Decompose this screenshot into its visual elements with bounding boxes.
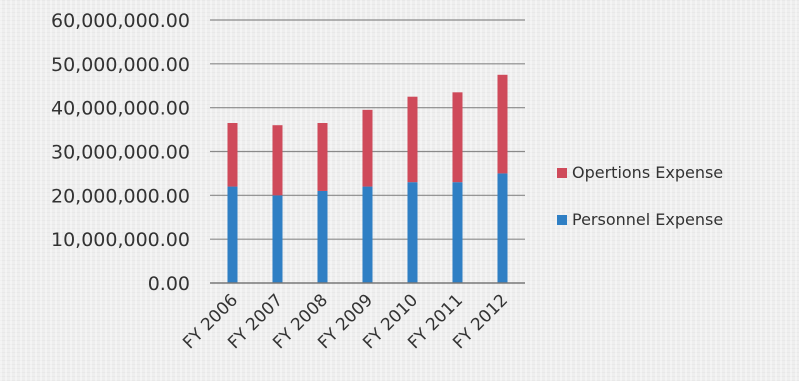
bar-operations-0 <box>227 123 238 187</box>
bar-personnel-6 <box>497 173 508 283</box>
legend-swatch <box>557 168 567 178</box>
bar-personnel-0 <box>227 186 238 283</box>
y-tick-label: 20,000,000.00 <box>51 185 190 207</box>
y-tick-label: 50,000,000.00 <box>51 54 190 76</box>
bar-personnel-1 <box>272 195 283 283</box>
bar-operations-3 <box>362 109 373 187</box>
bars <box>227 74 508 283</box>
legend-label: Personnel Expense <box>572 210 723 229</box>
bar-personnel-5 <box>452 182 463 283</box>
bar-operations-1 <box>272 125 283 196</box>
y-tick-label: 0.00 <box>148 273 190 295</box>
y-tick-label: 30,000,000.00 <box>51 142 190 164</box>
bar-personnel-4 <box>407 182 418 283</box>
y-tick-label: 40,000,000.00 <box>51 98 190 120</box>
bar-personnel-2 <box>317 190 328 283</box>
y-axis-tick-labels: 0.00 10,000,000.00 20,000,000.00 30,000,000… <box>51 10 190 295</box>
bar-operations-5 <box>452 92 463 183</box>
bar-operations-4 <box>407 96 418 183</box>
legend-label: Opertions Expense <box>572 163 723 182</box>
y-tick-label: 10,000,000.00 <box>51 229 190 251</box>
bar-operations-2 <box>317 123 328 191</box>
bar-operations-6 <box>497 74 508 174</box>
legend-swatch <box>557 215 567 225</box>
bar-personnel-3 <box>362 186 373 283</box>
y-tick-label: 60,000,000.00 <box>51 10 190 32</box>
legend: Opertions Expense Personnel Expense <box>557 163 723 229</box>
